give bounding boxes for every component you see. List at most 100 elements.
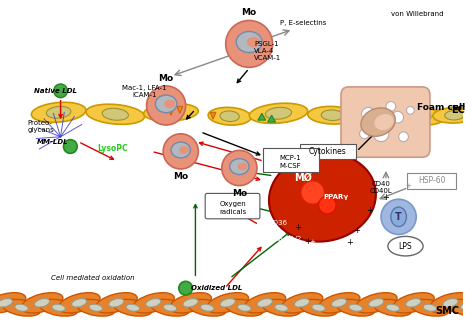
Ellipse shape	[265, 107, 292, 119]
Ellipse shape	[392, 293, 434, 313]
Ellipse shape	[207, 293, 248, 313]
Ellipse shape	[15, 304, 28, 311]
Circle shape	[163, 134, 198, 169]
Ellipse shape	[144, 103, 198, 121]
Circle shape	[301, 181, 324, 204]
Text: CD40: CD40	[372, 181, 391, 186]
Ellipse shape	[95, 293, 137, 313]
Ellipse shape	[72, 299, 87, 307]
Text: Cell mediated oxidation: Cell mediated oxidation	[51, 276, 135, 282]
Text: Native LDL: Native LDL	[34, 88, 77, 94]
Text: EC: EC	[451, 106, 465, 115]
Ellipse shape	[318, 293, 360, 313]
Circle shape	[392, 111, 403, 123]
Ellipse shape	[294, 299, 310, 307]
Text: +: +	[310, 239, 316, 245]
Ellipse shape	[308, 107, 356, 124]
Ellipse shape	[433, 108, 474, 123]
Ellipse shape	[386, 304, 400, 311]
Ellipse shape	[163, 304, 177, 311]
Ellipse shape	[331, 299, 346, 307]
Ellipse shape	[155, 95, 177, 113]
Text: PPARγ: PPARγ	[323, 194, 349, 200]
Text: T: T	[395, 212, 402, 222]
Ellipse shape	[423, 304, 437, 311]
Ellipse shape	[249, 103, 308, 123]
Circle shape	[386, 101, 396, 111]
Text: Mac-1, LFA-1
ICAM-1: Mac-1, LFA-1 ICAM-1	[122, 85, 167, 98]
Circle shape	[179, 281, 192, 295]
Circle shape	[64, 140, 77, 153]
Circle shape	[381, 199, 416, 235]
Ellipse shape	[410, 299, 449, 316]
Circle shape	[319, 196, 336, 214]
Ellipse shape	[89, 304, 102, 311]
Text: +: +	[353, 226, 360, 235]
Ellipse shape	[244, 293, 286, 313]
Text: +: +	[275, 227, 282, 234]
Ellipse shape	[247, 37, 260, 47]
Text: Oxidized LDL: Oxidized LDL	[191, 285, 242, 291]
Polygon shape	[210, 112, 216, 119]
Ellipse shape	[220, 299, 235, 307]
Ellipse shape	[86, 104, 145, 124]
Ellipse shape	[133, 293, 174, 313]
FancyBboxPatch shape	[408, 173, 456, 188]
Ellipse shape	[443, 299, 458, 307]
Circle shape	[373, 126, 389, 141]
Text: von Willebrand: von Willebrand	[391, 11, 443, 16]
Ellipse shape	[164, 99, 175, 108]
Text: +: +	[304, 237, 311, 246]
Text: HSP-60: HSP-60	[418, 176, 446, 185]
Ellipse shape	[179, 146, 189, 154]
Text: CD40L: CD40L	[370, 188, 392, 195]
Text: Cytokines: Cytokines	[309, 147, 346, 156]
Ellipse shape	[52, 304, 65, 311]
Ellipse shape	[21, 293, 63, 313]
Ellipse shape	[460, 304, 474, 311]
Ellipse shape	[126, 304, 140, 311]
Polygon shape	[258, 113, 266, 120]
Polygon shape	[177, 107, 182, 113]
Ellipse shape	[374, 114, 393, 130]
FancyBboxPatch shape	[300, 143, 356, 159]
Ellipse shape	[312, 304, 325, 311]
Ellipse shape	[237, 163, 247, 170]
Polygon shape	[268, 115, 275, 122]
Text: +: +	[405, 182, 411, 188]
Text: radicals: radicals	[219, 209, 246, 215]
Ellipse shape	[281, 293, 323, 313]
Ellipse shape	[102, 108, 128, 120]
Circle shape	[54, 84, 67, 98]
Ellipse shape	[188, 299, 227, 316]
Ellipse shape	[364, 109, 389, 120]
Ellipse shape	[159, 107, 183, 118]
Ellipse shape	[396, 107, 445, 125]
Text: MM-LDL: MM-LDL	[37, 139, 69, 144]
Ellipse shape	[0, 299, 12, 307]
FancyBboxPatch shape	[341, 87, 430, 157]
Ellipse shape	[369, 299, 384, 307]
Ellipse shape	[388, 237, 423, 256]
Circle shape	[222, 151, 257, 185]
Text: +: +	[346, 238, 353, 247]
Text: Proteo-
glycans: Proteo- glycans	[27, 121, 54, 133]
Text: +: +	[383, 193, 389, 202]
Ellipse shape	[349, 106, 403, 123]
Ellipse shape	[321, 110, 343, 121]
Ellipse shape	[337, 299, 375, 316]
Ellipse shape	[269, 153, 376, 242]
Text: Foam cell: Foam cell	[417, 103, 465, 112]
Text: CD14: CD14	[313, 247, 332, 253]
Ellipse shape	[391, 207, 407, 226]
Ellipse shape	[183, 299, 198, 307]
Text: TLR4: TLR4	[314, 255, 331, 261]
Text: LysoPC: LysoPC	[98, 144, 128, 153]
Polygon shape	[168, 109, 174, 115]
Ellipse shape	[361, 108, 395, 136]
Ellipse shape	[237, 304, 251, 311]
Text: Mo: Mo	[232, 189, 247, 198]
Ellipse shape	[220, 111, 239, 122]
Ellipse shape	[274, 304, 288, 311]
Text: +: +	[294, 223, 301, 232]
